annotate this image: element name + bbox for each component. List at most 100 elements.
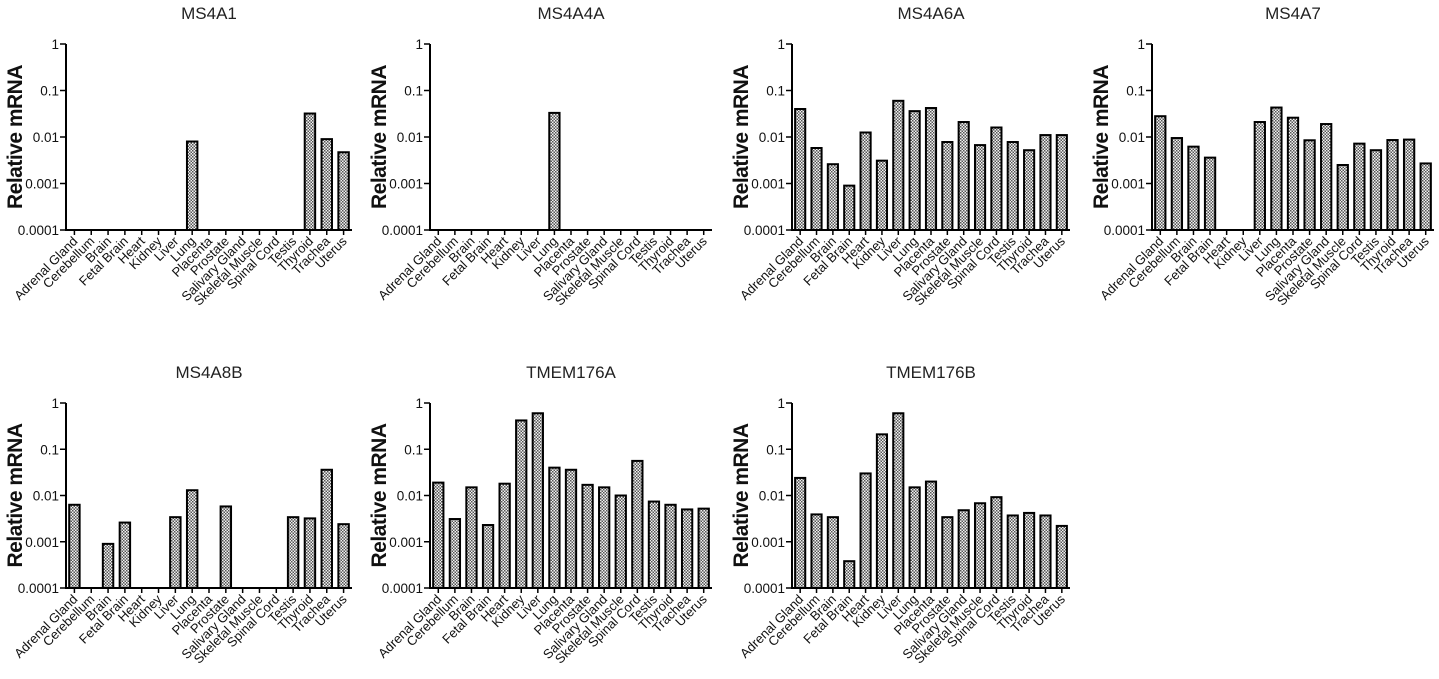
y-tick-label: 0.1 [766,442,785,457]
bar-trachea [320,468,333,589]
bar-brain [465,486,478,589]
y-tick-label: 0.0001 [1104,223,1145,238]
bar-lung [185,140,199,231]
bar-liver [169,516,182,590]
bar-salivary-gland [957,509,970,589]
chart-panel-tmem176a: TMEM176A Relative mRNA 1 0.1 0.01 0.001 0.0001… [368,363,712,667]
bar-thyroid [664,503,677,589]
y-tick-label: 1 [1137,37,1145,52]
y-tick-label: 1 [51,396,59,411]
bar-prostate [1303,139,1316,231]
y-tick-label: 0.001 [1111,177,1145,192]
bar-skeletal-muscle [973,144,987,231]
bar-trachea [1039,134,1052,231]
y-tick-label: 0.001 [389,177,423,192]
bar-cerebellum [810,513,823,590]
bar-kidney [875,433,889,589]
bar-cerebellum [810,147,823,231]
bar-spinal-cord [990,496,1003,589]
y-tick-label: 0.0001 [382,223,423,238]
y-tick-label: 0.1 [404,442,423,457]
bar-heart [859,472,872,589]
bar-thyroid [1023,511,1036,590]
bar-liver [531,412,544,589]
y-tick-label: 0.001 [25,177,59,192]
bar-trachea [320,138,333,231]
chart-title: TMEM176A [526,363,616,382]
y-tick-label: 0.01 [397,489,423,504]
bar-uterus [1055,524,1068,590]
y-tick-label: 0.0001 [744,223,785,238]
y-tick-label: 0.1 [766,84,785,99]
y-tick-label: 0.01 [33,130,59,145]
y-tick-label: 0.001 [751,177,785,192]
y-tick-label: 1 [777,37,785,52]
bar-lung [908,110,921,231]
bar-testis [286,516,300,590]
bar-fetal-brain [1203,156,1217,231]
y-tick-label: 0.01 [1119,130,1145,145]
bar-liver [1253,121,1266,231]
y-tick-label: 1 [415,396,423,411]
y-tick-label: 0.0001 [744,581,785,596]
bar-lung [1270,106,1283,231]
bar-uterus [1055,134,1068,231]
bar-adrenal-gland [794,108,807,231]
y-tick-label: 0.1 [40,442,59,457]
bar-brain [101,542,115,589]
bar-skeletal-muscle [1336,163,1349,231]
bar-lung [548,466,561,589]
bar-spinal-cord [1353,142,1366,231]
bar-prostate [941,141,954,231]
y-tick-label: 0.001 [389,535,423,550]
bar-thyroid [1023,149,1036,231]
bar-prostate [581,483,594,589]
y-axis-label: Relative mRNA [368,423,391,567]
y-tick-label: 0.01 [759,130,785,145]
bar-thyroid [303,517,317,590]
bar-skeletal-muscle [973,502,987,589]
bar-lung [185,489,199,590]
y-tick-label: 0.01 [759,489,785,504]
y-tick-label: 0.1 [404,84,423,99]
bar-brain [826,163,839,231]
y-tick-label: 0.01 [397,130,423,145]
bar-uterus [1419,162,1432,232]
y-tick-label: 1 [777,396,785,411]
bar-testis [1006,514,1019,589]
bar-lung [548,111,561,231]
bar-cerebellum [1170,137,1184,232]
bar-placenta [924,107,938,231]
bar-liver [892,412,905,589]
bar-fetal-brain [843,184,856,231]
bar-heart [859,131,872,231]
bar-trachea [680,508,694,589]
bar-adrenal-gland [1154,115,1167,231]
bar-placenta [924,480,938,589]
chart-panel-tmem176b: TMEM176B Relative mRNA 1 0.1 0.01 0.001 0.0001… [730,363,1070,667]
bar-salivary-gland [598,486,611,589]
y-tick-label: 0.001 [751,535,785,550]
bar-fetal-brain [843,560,856,589]
bar-brain [826,516,839,590]
bar-adrenal-gland [68,503,81,589]
chart-title: MS4A8B [175,363,242,382]
bar-uterus [337,523,350,589]
y-axis-label: Relative mRNA [730,423,753,567]
bar-thyroid [1386,139,1399,231]
bar-lung [908,486,921,589]
y-tick-label: 0.1 [40,84,59,99]
y-axis-label: Relative mRNA [4,65,27,209]
y-tick-label: 0.0001 [18,581,59,596]
bar-liver [892,99,905,231]
y-tick-label: 0.0001 [382,581,423,596]
bar-prostate [219,505,233,590]
chart-title: MS4A4A [537,4,605,23]
bar-fetal-brain [481,524,495,589]
bar-kidney [515,419,528,589]
